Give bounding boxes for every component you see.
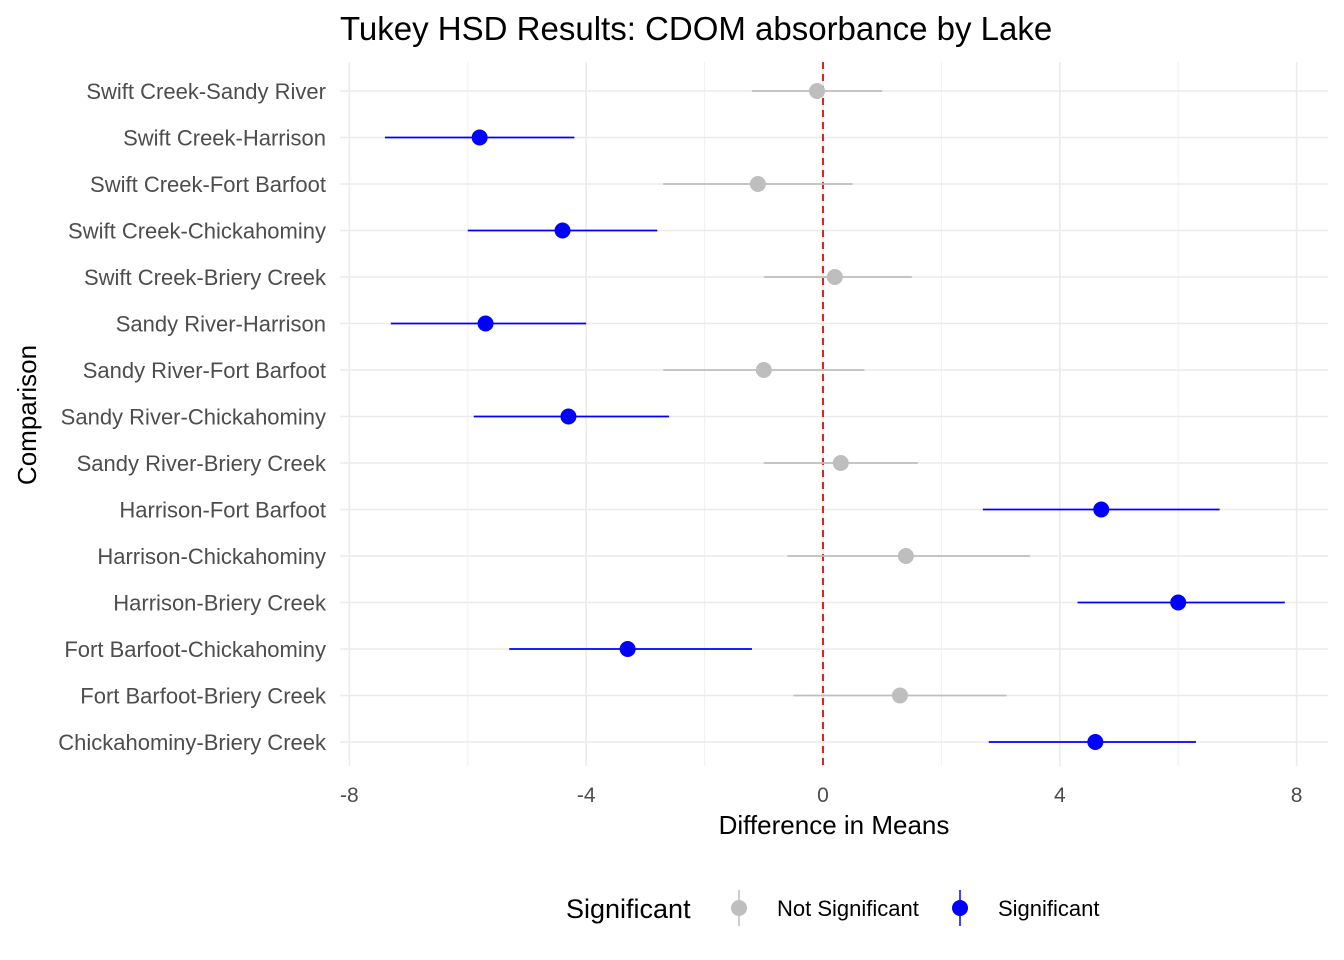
x-axis-label: Difference in Means xyxy=(719,810,950,840)
legend-label-not-significant: Not Significant xyxy=(777,896,919,921)
point xyxy=(554,222,571,239)
y-tick-label: Sandy River-Chickahominy xyxy=(61,405,326,430)
point xyxy=(826,269,843,285)
point xyxy=(749,176,766,192)
y-tick-labels: Swift Creek-Sandy River Swift Creek-Harri… xyxy=(58,79,327,755)
point xyxy=(897,548,914,564)
grid xyxy=(340,62,1328,766)
points xyxy=(471,83,1187,750)
y-tick-label: Sandy River-Fort Barfoot xyxy=(83,358,326,383)
x-tick-label: 4 xyxy=(1054,784,1066,807)
point xyxy=(1170,594,1187,611)
x-tick-labels: -8 -4 0 4 8 xyxy=(340,784,1302,807)
point xyxy=(832,455,849,471)
y-tick-label: Swift Creek-Sandy River xyxy=(86,79,326,104)
chart-title: Tukey HSD Results: CDOM absorbance by La… xyxy=(340,10,1052,47)
point xyxy=(1093,501,1110,518)
legend: Significant Not Significant Significant xyxy=(566,890,1100,926)
point xyxy=(477,315,494,332)
y-axis-label: Comparison xyxy=(12,345,42,485)
point xyxy=(471,129,488,146)
y-tick-label: Chickahominy-Briery Creek xyxy=(58,730,327,755)
legend-title: Significant xyxy=(566,894,691,924)
y-tick-label: Swift Creek-Briery Creek xyxy=(84,265,327,290)
x-tick-label: -8 xyxy=(340,784,359,807)
y-tick-label: Swift Creek-Harrison xyxy=(123,126,326,151)
x-tick-label: 0 xyxy=(817,784,829,807)
y-tick-label: Harrison-Briery Creek xyxy=(113,591,327,616)
x-tick-label: -4 xyxy=(577,784,596,807)
point xyxy=(755,362,772,378)
point xyxy=(809,83,826,99)
legend-key-significant xyxy=(952,890,968,926)
point xyxy=(891,687,908,704)
y-tick-label: Swift Creek-Chickahominy xyxy=(68,219,326,244)
point xyxy=(560,408,577,425)
legend-key-not-significant xyxy=(731,890,747,926)
y-tick-label: Sandy River-Harrison xyxy=(116,312,326,337)
point xyxy=(619,641,636,657)
point xyxy=(1087,734,1104,750)
y-tick-label: Harrison-Fort Barfoot xyxy=(119,498,326,523)
y-tick-label: Harrison-Chickahominy xyxy=(97,544,326,569)
legend-label-significant: Significant xyxy=(998,896,1100,921)
y-tick-label: Swift Creek-Fort Barfoot xyxy=(90,172,326,197)
y-tick-label: Sandy River-Briery Creek xyxy=(77,451,327,476)
x-tick-label: 8 xyxy=(1291,784,1303,807)
y-tick-label: Fort Barfoot-Briery Creek xyxy=(80,684,327,709)
y-tick-label: Fort Barfoot-Chickahominy xyxy=(64,637,326,662)
